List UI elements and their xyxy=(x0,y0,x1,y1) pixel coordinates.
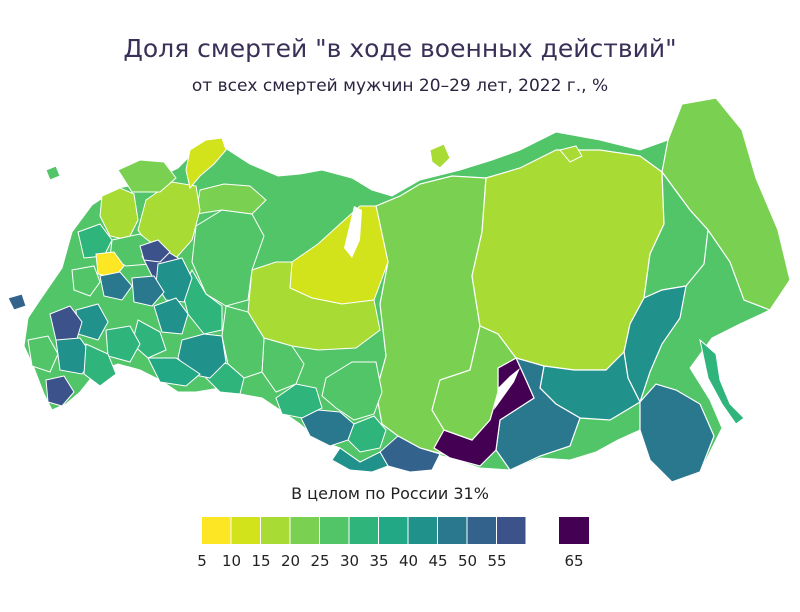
region-nizhny xyxy=(131,275,165,307)
lake-baikal xyxy=(494,368,520,410)
legend-swatch xyxy=(290,517,319,544)
region-kemerovo xyxy=(347,415,387,453)
region-belgorod xyxy=(49,305,83,343)
gulf-of-ob xyxy=(344,206,362,258)
region-crimea xyxy=(7,293,27,311)
legend-tick-label: 50 xyxy=(458,552,477,570)
region-chukotka-kamchatka xyxy=(661,97,791,311)
region-murmansk xyxy=(117,159,177,193)
region-smolensk xyxy=(71,265,101,297)
russia-overall-value: В целом по России 31% xyxy=(291,484,489,503)
legend-swatch xyxy=(438,517,467,544)
legend-tick-label: 35 xyxy=(369,552,388,570)
region-krasnodar xyxy=(27,335,59,373)
map-title: Доля смертей "в ходе военных действий" xyxy=(123,34,677,63)
legend-swatch xyxy=(408,517,437,544)
legend-tick-label: 30 xyxy=(340,552,359,570)
legend-tick-label: 5 xyxy=(197,552,207,570)
region-irkutsk xyxy=(431,325,517,441)
legend-swatch xyxy=(320,517,349,544)
legend-swatch xyxy=(202,517,231,544)
legend-tick-label: 10 xyxy=(222,552,241,570)
region-moscow xyxy=(99,271,133,301)
region-kaliningrad xyxy=(45,165,61,181)
region-severnaya-zemlya xyxy=(429,143,451,169)
legend-tick-label: 65 xyxy=(564,552,583,570)
legend-tick-label: 45 xyxy=(428,552,447,570)
region-khabarovsk xyxy=(623,285,687,404)
region-sakhalin xyxy=(699,338,745,425)
region-primorye xyxy=(639,383,715,483)
legend-swatch xyxy=(467,517,496,544)
legend-tick-label: 55 xyxy=(487,552,506,570)
legend-tick-label: 15 xyxy=(251,552,270,570)
region-tatarstan xyxy=(153,297,189,335)
legend-swatch xyxy=(349,517,378,544)
region-saratov xyxy=(105,325,141,363)
region-nenets xyxy=(195,183,267,215)
region-tomsk xyxy=(321,361,383,421)
legend-tick-label: 40 xyxy=(399,552,418,570)
region-caucasus xyxy=(45,375,75,407)
legend-tick-label: 25 xyxy=(310,552,329,570)
region-leningrad xyxy=(77,223,113,259)
region-yaroslavl-ivanovo xyxy=(139,239,171,263)
legend-swatch xyxy=(497,517,526,544)
legend-swatch-max xyxy=(559,517,589,544)
legend-tick-label: 20 xyxy=(281,552,300,570)
legend-swatch xyxy=(261,517,290,544)
region-new-siberian-islands xyxy=(559,145,583,163)
legend-swatch xyxy=(379,517,408,544)
region-orenburg xyxy=(147,357,201,387)
region-karelia xyxy=(99,187,139,241)
region-novaya-zemlya xyxy=(185,137,227,190)
map-subtitle: от всех смертей мужчин 20–29 лет, 2022 г… xyxy=(191,76,609,96)
region-volgograd xyxy=(83,343,117,387)
region-altai xyxy=(331,447,389,473)
legend-swatch xyxy=(231,517,260,544)
